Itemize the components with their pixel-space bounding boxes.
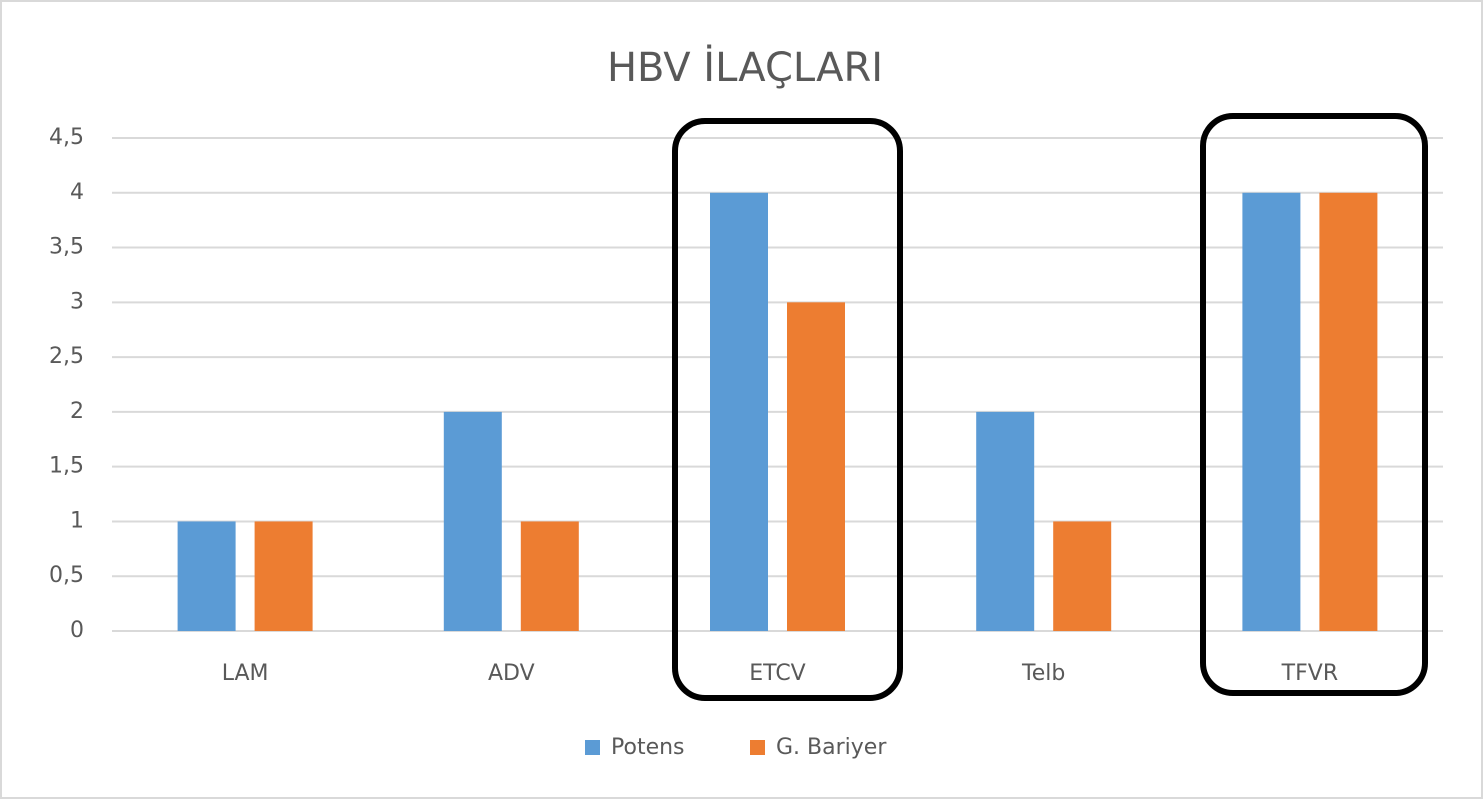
y-tick-label: 3,5: [49, 235, 84, 260]
y-tick-label: 3: [70, 289, 84, 314]
bar: [254, 521, 313, 631]
bar: [1242, 192, 1301, 631]
y-tick-label: 0,5: [49, 563, 84, 588]
highlight-box: [672, 118, 903, 701]
bar: [1053, 521, 1112, 631]
bar: [520, 521, 579, 631]
y-tick-label: 1: [70, 508, 84, 533]
x-tick-label: ETCV: [749, 661, 805, 686]
x-tick-label: ADV: [488, 661, 535, 686]
legend-label: G. Bariyer: [776, 735, 887, 760]
x-tick-label: Telb: [1021, 661, 1065, 686]
chart-title: HBV İLAÇLARI: [607, 43, 883, 91]
y-tick-label: 4: [70, 180, 84, 205]
y-tick-label: 2,5: [49, 344, 84, 369]
plot-area: 0 0,5 1 1,5 2 2,5 3 3,5 4 4,5 LAM ADV ETCV Telb TFVR Po…: [49, 125, 1443, 760]
y-tick-label: 2: [70, 399, 84, 424]
legend-swatch: [750, 740, 765, 755]
bar: [1319, 192, 1378, 631]
bar: [177, 521, 236, 631]
y-tick-label: 0: [70, 618, 84, 643]
bar: [976, 411, 1035, 631]
x-tick-label: TFVR: [1281, 661, 1338, 686]
bar: [787, 302, 845, 631]
bar: [443, 411, 502, 631]
y-tick-label: 4,5: [49, 125, 84, 150]
bar: [710, 192, 768, 631]
legend-label: Potens: [611, 735, 685, 760]
legend-swatch: [585, 740, 600, 755]
x-tick-label: LAM: [222, 661, 269, 686]
highlight-box: [1200, 113, 1428, 696]
y-tick-label: 1,5: [49, 454, 84, 479]
